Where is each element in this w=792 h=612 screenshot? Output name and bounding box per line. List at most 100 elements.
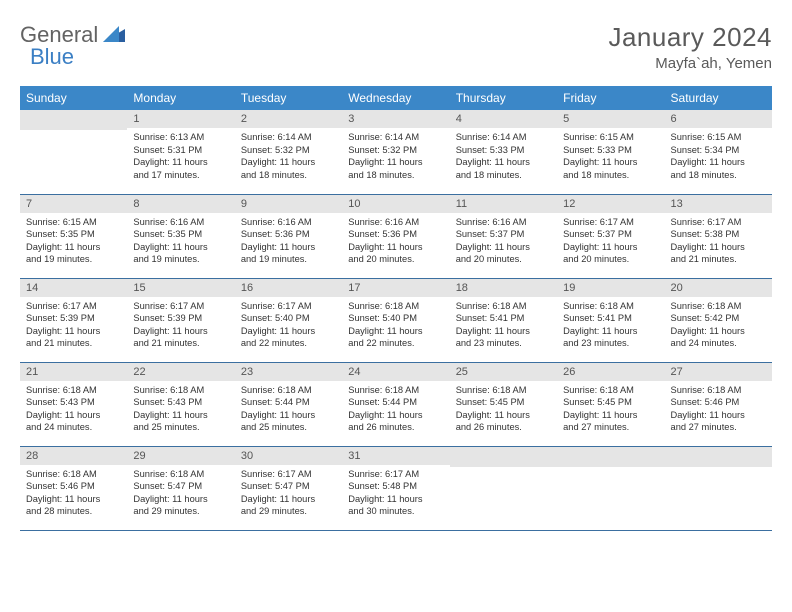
day-number-bar (665, 447, 772, 467)
cell-body: Sunrise: 6:18 AMSunset: 5:44 PMDaylight:… (342, 381, 449, 439)
logo-text-blue: Blue (30, 44, 74, 70)
day-number-bar: 10 (342, 195, 449, 213)
calendar-cell: 1Sunrise: 6:13 AMSunset: 5:31 PMDaylight… (127, 110, 234, 194)
calendar-cell: 11Sunrise: 6:16 AMSunset: 5:37 PMDayligh… (450, 194, 557, 278)
day-number-bar: 23 (235, 363, 342, 381)
cell-body: Sunrise: 6:15 AMSunset: 5:35 PMDaylight:… (20, 213, 127, 271)
calendar-cell: 31Sunrise: 6:17 AMSunset: 5:48 PMDayligh… (342, 446, 449, 530)
calendar-cell: 5Sunrise: 6:15 AMSunset: 5:33 PMDaylight… (557, 110, 664, 194)
cell-body: Sunrise: 6:13 AMSunset: 5:31 PMDaylight:… (127, 128, 234, 186)
day-number-bar: 25 (450, 363, 557, 381)
cell-body: Sunrise: 6:18 AMSunset: 5:47 PMDaylight:… (127, 465, 234, 523)
day-number-bar: 16 (235, 279, 342, 297)
calendar-cell: 25Sunrise: 6:18 AMSunset: 5:45 PMDayligh… (450, 362, 557, 446)
cell-body: Sunrise: 6:15 AMSunset: 5:34 PMDaylight:… (665, 128, 772, 186)
calendar-cell: 14Sunrise: 6:17 AMSunset: 5:39 PMDayligh… (20, 278, 127, 362)
cell-body: Sunrise: 6:18 AMSunset: 5:46 PMDaylight:… (665, 381, 772, 439)
calendar-cell: 3Sunrise: 6:14 AMSunset: 5:32 PMDaylight… (342, 110, 449, 194)
cell-body: Sunrise: 6:16 AMSunset: 5:36 PMDaylight:… (235, 213, 342, 271)
day-number-bar: 4 (450, 110, 557, 128)
day-number-bar: 24 (342, 363, 449, 381)
cell-body: Sunrise: 6:16 AMSunset: 5:35 PMDaylight:… (127, 213, 234, 271)
day-header-saturday: Saturday (665, 86, 772, 110)
calendar-cell: 8Sunrise: 6:16 AMSunset: 5:35 PMDaylight… (127, 194, 234, 278)
cell-body: Sunrise: 6:14 AMSunset: 5:33 PMDaylight:… (450, 128, 557, 186)
day-number-bar: 2 (235, 110, 342, 128)
day-number-bar: 5 (557, 110, 664, 128)
day-header-sunday: Sunday (20, 86, 127, 110)
day-number-bar: 26 (557, 363, 664, 381)
day-number-bar: 29 (127, 447, 234, 465)
cell-body: Sunrise: 6:17 AMSunset: 5:47 PMDaylight:… (235, 465, 342, 523)
cell-body: Sunrise: 6:17 AMSunset: 5:39 PMDaylight:… (127, 297, 234, 355)
calendar-body: 1Sunrise: 6:13 AMSunset: 5:31 PMDaylight… (20, 110, 772, 530)
day-header-row: SundayMondayTuesdayWednesdayThursdayFrid… (20, 86, 772, 110)
day-number-bar (20, 110, 127, 130)
day-header-wednesday: Wednesday (342, 86, 449, 110)
calendar-cell: 27Sunrise: 6:18 AMSunset: 5:46 PMDayligh… (665, 362, 772, 446)
day-number-bar: 30 (235, 447, 342, 465)
calendar-cell: 10Sunrise: 6:16 AMSunset: 5:36 PMDayligh… (342, 194, 449, 278)
calendar-cell: 13Sunrise: 6:17 AMSunset: 5:38 PMDayligh… (665, 194, 772, 278)
calendar-cell (665, 446, 772, 530)
day-number-bar: 3 (342, 110, 449, 128)
calendar-cell: 24Sunrise: 6:18 AMSunset: 5:44 PMDayligh… (342, 362, 449, 446)
calendar-cell: 22Sunrise: 6:18 AMSunset: 5:43 PMDayligh… (127, 362, 234, 446)
calendar-cell: 28Sunrise: 6:18 AMSunset: 5:46 PMDayligh… (20, 446, 127, 530)
day-number-bar: 21 (20, 363, 127, 381)
cell-body: Sunrise: 6:16 AMSunset: 5:36 PMDaylight:… (342, 213, 449, 271)
calendar-cell: 23Sunrise: 6:18 AMSunset: 5:44 PMDayligh… (235, 362, 342, 446)
day-number-bar: 22 (127, 363, 234, 381)
cell-body: Sunrise: 6:17 AMSunset: 5:37 PMDaylight:… (557, 213, 664, 271)
week-row: 28Sunrise: 6:18 AMSunset: 5:46 PMDayligh… (20, 446, 772, 530)
week-row: 21Sunrise: 6:18 AMSunset: 5:43 PMDayligh… (20, 362, 772, 446)
cell-body: Sunrise: 6:18 AMSunset: 5:40 PMDaylight:… (342, 297, 449, 355)
day-number-bar: 15 (127, 279, 234, 297)
calendar-cell: 30Sunrise: 6:17 AMSunset: 5:47 PMDayligh… (235, 446, 342, 530)
day-number-bar: 9 (235, 195, 342, 213)
calendar-cell: 6Sunrise: 6:15 AMSunset: 5:34 PMDaylight… (665, 110, 772, 194)
page-header: General January 2024 Mayfa`ah, Yemen (20, 22, 772, 72)
calendar-table: SundayMondayTuesdayWednesdayThursdayFrid… (20, 86, 772, 531)
logo-triangle-icon (103, 22, 125, 48)
day-number-bar: 31 (342, 447, 449, 465)
day-number-bar: 28 (20, 447, 127, 465)
day-number-bar: 18 (450, 279, 557, 297)
day-number-bar: 27 (665, 363, 772, 381)
month-title: January 2024 (608, 22, 772, 53)
cell-body: Sunrise: 6:18 AMSunset: 5:45 PMDaylight:… (450, 381, 557, 439)
calendar-cell (450, 446, 557, 530)
day-header-thursday: Thursday (450, 86, 557, 110)
calendar-cell (20, 110, 127, 194)
day-header-tuesday: Tuesday (235, 86, 342, 110)
cell-body: Sunrise: 6:17 AMSunset: 5:48 PMDaylight:… (342, 465, 449, 523)
cell-body: Sunrise: 6:15 AMSunset: 5:33 PMDaylight:… (557, 128, 664, 186)
calendar-cell: 7Sunrise: 6:15 AMSunset: 5:35 PMDaylight… (20, 194, 127, 278)
cell-body: Sunrise: 6:18 AMSunset: 5:46 PMDaylight:… (20, 465, 127, 523)
calendar-cell: 26Sunrise: 6:18 AMSunset: 5:45 PMDayligh… (557, 362, 664, 446)
calendar-cell: 2Sunrise: 6:14 AMSunset: 5:32 PMDaylight… (235, 110, 342, 194)
calendar-cell: 17Sunrise: 6:18 AMSunset: 5:40 PMDayligh… (342, 278, 449, 362)
cell-body: Sunrise: 6:18 AMSunset: 5:41 PMDaylight:… (557, 297, 664, 355)
day-number-bar (557, 447, 664, 467)
calendar-cell: 9Sunrise: 6:16 AMSunset: 5:36 PMDaylight… (235, 194, 342, 278)
day-number-bar: 7 (20, 195, 127, 213)
cell-body: Sunrise: 6:17 AMSunset: 5:39 PMDaylight:… (20, 297, 127, 355)
day-number-bar (450, 447, 557, 467)
day-header-friday: Friday (557, 86, 664, 110)
cell-body: Sunrise: 6:18 AMSunset: 5:45 PMDaylight:… (557, 381, 664, 439)
day-number-bar: 19 (557, 279, 664, 297)
cell-body: Sunrise: 6:17 AMSunset: 5:38 PMDaylight:… (665, 213, 772, 271)
calendar-cell: 21Sunrise: 6:18 AMSunset: 5:43 PMDayligh… (20, 362, 127, 446)
cell-body: Sunrise: 6:18 AMSunset: 5:44 PMDaylight:… (235, 381, 342, 439)
week-row: 1Sunrise: 6:13 AMSunset: 5:31 PMDaylight… (20, 110, 772, 194)
calendar-cell: 18Sunrise: 6:18 AMSunset: 5:41 PMDayligh… (450, 278, 557, 362)
week-row: 7Sunrise: 6:15 AMSunset: 5:35 PMDaylight… (20, 194, 772, 278)
day-number-bar: 14 (20, 279, 127, 297)
title-block: January 2024 Mayfa`ah, Yemen (608, 22, 772, 72)
cell-body: Sunrise: 6:14 AMSunset: 5:32 PMDaylight:… (235, 128, 342, 186)
cell-body: Sunrise: 6:18 AMSunset: 5:43 PMDaylight:… (20, 381, 127, 439)
week-row: 14Sunrise: 6:17 AMSunset: 5:39 PMDayligh… (20, 278, 772, 362)
cell-body: Sunrise: 6:14 AMSunset: 5:32 PMDaylight:… (342, 128, 449, 186)
calendar-cell: 12Sunrise: 6:17 AMSunset: 5:37 PMDayligh… (557, 194, 664, 278)
